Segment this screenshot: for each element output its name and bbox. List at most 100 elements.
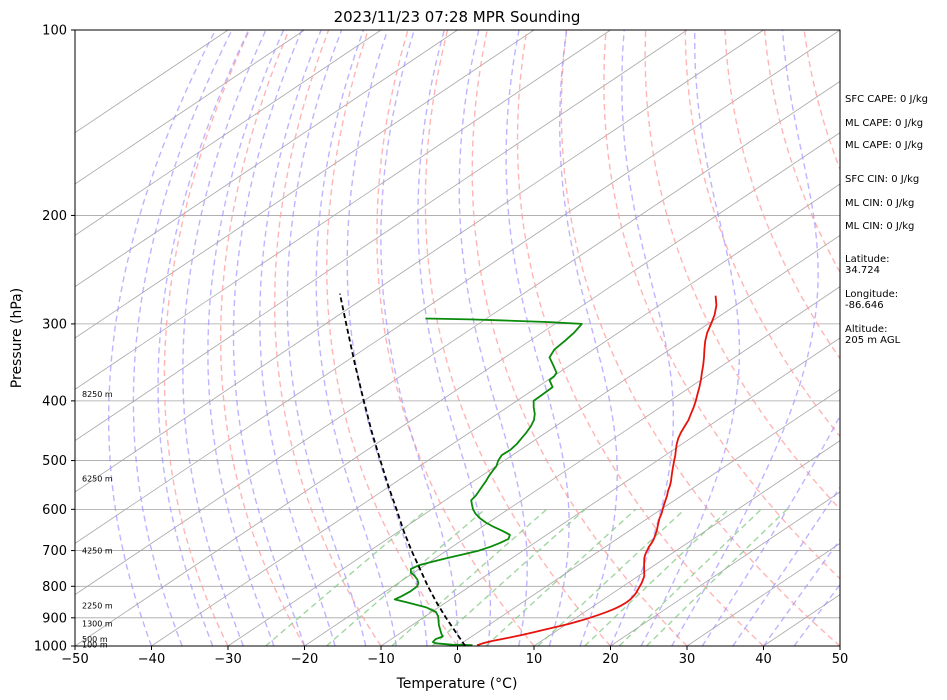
mixing-ratio-line xyxy=(485,508,637,646)
x-tick-label: 10 xyxy=(526,652,543,667)
ml-cape-text-2: ML CAPE: 0 J/kg xyxy=(845,140,923,151)
mixing-ratio-line xyxy=(431,508,586,646)
dry-adiabat-line xyxy=(471,30,688,646)
height-label: 4250 m xyxy=(82,547,113,556)
isotherm-line xyxy=(75,30,764,493)
y-axis-ticks: 100 200 300 400 500 600 700 800 900 1000 xyxy=(34,24,75,655)
dry-adiabat-line xyxy=(560,30,840,646)
x-tick-label: 40 xyxy=(755,652,772,667)
height-label: 8250 m xyxy=(82,390,113,399)
dry-adiabat-line xyxy=(376,30,535,646)
isotherm-line xyxy=(75,30,611,390)
isotherm-line xyxy=(304,286,840,646)
x-axis-label: Temperature (°C) xyxy=(396,676,518,692)
height-label: 1300 m xyxy=(82,620,113,629)
isotherm-line xyxy=(533,440,840,646)
moist-adiabat-line xyxy=(259,30,336,646)
height-label: 100 m xyxy=(82,641,108,650)
isotherm-line xyxy=(75,132,840,646)
moist-adiabat-line xyxy=(380,30,459,646)
isotherm-line xyxy=(151,183,840,646)
ml-cin-text: ML CIN: 0 J/kg xyxy=(845,198,914,209)
chart-title: 2023/11/23 07:28 MPR Sounding xyxy=(334,8,581,26)
mixing-ratio-line xyxy=(265,508,428,646)
latitude-label: Latitude: xyxy=(845,254,890,265)
x-tick-label: −50 xyxy=(61,652,88,667)
moist-adiabat-line xyxy=(732,486,840,646)
isotherm-line xyxy=(75,30,305,185)
y-tick-label: 1000 xyxy=(34,640,67,655)
isotherm-line xyxy=(75,30,840,544)
x-tick-label: −40 xyxy=(138,652,165,667)
x-tick-label: 30 xyxy=(679,652,696,667)
height-label: 500 m xyxy=(82,635,108,644)
moist-adiabat-line xyxy=(762,538,840,646)
x-tick-label: −30 xyxy=(214,652,241,667)
isotherm-line xyxy=(75,30,535,339)
x-tick-label: 50 xyxy=(832,652,849,667)
parcel-line xyxy=(339,293,466,646)
altitude-label: Altitude: xyxy=(845,324,887,335)
moist-adiabat-line xyxy=(286,30,367,646)
moist-adiabat-line xyxy=(107,30,217,646)
isotherm-line xyxy=(610,491,840,646)
moist-adiabat-line xyxy=(559,30,618,646)
isotherm-line xyxy=(380,337,840,646)
altitude-value: 205 m AGL xyxy=(845,335,901,346)
moist-adiabat-line xyxy=(417,30,492,646)
dry-adiabat-line xyxy=(219,30,306,646)
moist-adiabat-line xyxy=(793,583,840,646)
dry-adiabat-line xyxy=(326,30,459,646)
ml-cin-text-2: ML CIN: 0 J/kg xyxy=(845,221,914,232)
x-tick-label: −20 xyxy=(291,652,318,667)
y-tick-label: 100 xyxy=(42,24,67,39)
isotherm-line xyxy=(75,30,382,236)
x-tick-label: 20 xyxy=(602,652,619,667)
isotherm-line xyxy=(75,30,688,442)
sounding-info-panel: SFC CAPE: 0 J/kg ML CAPE: 0 J/kg ML CAPE… xyxy=(845,94,928,346)
moist-adiabat-line xyxy=(640,30,741,646)
dry-adiabat-line xyxy=(516,30,764,646)
moist-adiabat-line xyxy=(207,30,285,646)
x-tick-label: 0 xyxy=(453,652,461,667)
y-tick-label: 900 xyxy=(42,611,67,626)
mixing-ratio-line xyxy=(391,508,548,646)
isotherm-line xyxy=(75,80,840,596)
longitude-label: Longitude: xyxy=(845,289,898,300)
height-label: 2250 m xyxy=(82,602,113,611)
sfc-cin-text: SFC CIN: 0 J/kg xyxy=(845,174,919,185)
moist-adiabat-line xyxy=(458,30,528,646)
background-lines xyxy=(75,30,840,646)
moist-adiabat-line xyxy=(609,30,674,646)
moist-adiabat-line xyxy=(671,30,819,646)
y-tick-label: 500 xyxy=(42,454,67,469)
mixing-ratio-line xyxy=(618,508,762,646)
height-label: 6250 m xyxy=(82,475,113,484)
moist-adiabat-line xyxy=(505,30,570,646)
sounding-series xyxy=(339,293,718,646)
mixing-ratio-line xyxy=(646,508,788,646)
x-tick-label: −10 xyxy=(367,652,394,667)
y-tick-label: 600 xyxy=(42,503,67,518)
y-tick-label: 800 xyxy=(42,580,67,595)
y-tick-label: 700 xyxy=(42,544,67,559)
dry-adiabat-line xyxy=(603,30,840,580)
isotherm-line xyxy=(457,388,840,646)
y-axis-label: Pressure (hPa) xyxy=(9,288,25,388)
moist-adiabat-line xyxy=(232,30,306,646)
y-tick-label: 300 xyxy=(42,317,67,332)
moist-adiabat-line xyxy=(132,30,233,646)
dewpoint-line xyxy=(393,317,583,646)
ml-cape-text: ML CAPE: 0 J/kg xyxy=(845,118,923,129)
x-axis-ticks: −50 −40 −30 −20 −10 0 10 20 30 40 50 xyxy=(61,646,848,667)
dry-adiabat-line xyxy=(163,30,251,646)
dry-adiabat-line xyxy=(684,30,840,438)
longitude-value: -86.646 xyxy=(845,300,884,311)
y-tick-label: 400 xyxy=(42,394,67,409)
temperature-line xyxy=(476,295,718,646)
isotherm-line xyxy=(227,234,840,646)
y-tick-label: 200 xyxy=(42,209,67,224)
